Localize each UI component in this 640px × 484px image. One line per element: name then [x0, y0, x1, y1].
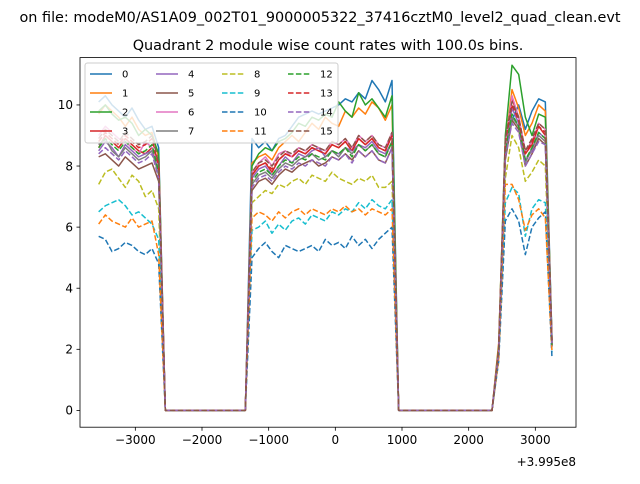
- y-tick-label: 10: [58, 98, 73, 112]
- series-line-14: [98, 122, 553, 412]
- y-tick-label: 4: [65, 282, 73, 296]
- legend-label-2: 2: [122, 108, 128, 119]
- legend-label-3: 3: [122, 127, 128, 138]
- y-tick-label: 8: [65, 159, 73, 173]
- x-tick-label: −1000: [248, 433, 289, 447]
- legend-label-4: 4: [188, 70, 194, 81]
- figure-suptitle: on file: modeM0/AS1A09_002T01_9000005322…: [20, 10, 621, 26]
- x-axis-offset-label: +3.995e8: [517, 455, 576, 469]
- legend-label-15: 15: [320, 127, 333, 138]
- chart-title: Quadrant 2 module wise count rates with …: [133, 38, 524, 54]
- legend-label-6: 6: [188, 108, 194, 119]
- legend-box: [84, 62, 339, 144]
- legend-label-7: 7: [188, 127, 194, 138]
- legend-label-0: 0: [122, 70, 128, 81]
- x-tick-label: −3000: [115, 433, 156, 447]
- series-line-15: [98, 101, 553, 412]
- y-tick-label: 0: [65, 404, 73, 418]
- legend-label-5: 5: [188, 89, 194, 100]
- plot-frame: [79, 57, 577, 428]
- x-tick-label: 2000: [453, 433, 484, 447]
- legend-label-13: 13: [320, 89, 333, 100]
- x-tick-label: 3000: [520, 433, 551, 447]
- legend-label-1: 1: [122, 89, 128, 100]
- legend-label-12: 12: [320, 70, 333, 81]
- legend-label-14: 14: [320, 108, 333, 119]
- tick-layer: −3000 −2000 −1000 0 1000 2000 3000 0 2 4 6 8 10: [58, 98, 551, 447]
- x-tick-label: −2000: [182, 433, 223, 447]
- y-tick-label: 6: [65, 220, 73, 234]
- legend-label-8: 8: [254, 70, 260, 81]
- x-tick-label: 0: [332, 433, 340, 447]
- x-tick-label: 1000: [387, 433, 418, 447]
- legend-label-10: 10: [254, 108, 267, 119]
- y-tick-label: 2: [65, 343, 73, 357]
- legend-label-9: 9: [254, 89, 260, 100]
- legend-label-11: 11: [254, 127, 267, 138]
